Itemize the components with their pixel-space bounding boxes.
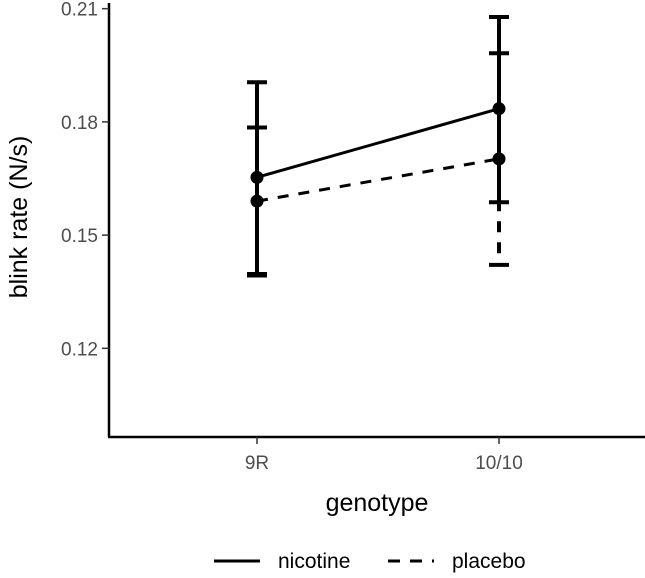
placebo-point (250, 194, 264, 208)
x-tick-label: 9R (245, 453, 269, 474)
legend: nicotine placebo (214, 550, 526, 573)
x-tick-label: 10/10 (475, 453, 523, 474)
y-tick-label: 0.12 (61, 339, 98, 360)
placebo-series-line (256, 157, 500, 203)
placebo-point (492, 152, 506, 166)
nicotine-series-line (256, 107, 500, 179)
x-axis-title: genotype (326, 489, 429, 517)
nicotine-point (492, 102, 506, 116)
y-tick-label: 0.18 (61, 113, 98, 134)
y-tick-label: 0.21 (61, 0, 98, 21)
y-tick-label: 0.15 (61, 226, 98, 247)
chart-marks (247, 14, 509, 278)
axes: 0.12 0.15 0.18 0.21 9R 10/10 (61, 0, 645, 474)
legend-label-placebo: placebo (452, 550, 526, 573)
legend-label-nicotine: nicotine (278, 550, 350, 573)
y-axis-title: blink rate (N/s) (5, 136, 33, 299)
